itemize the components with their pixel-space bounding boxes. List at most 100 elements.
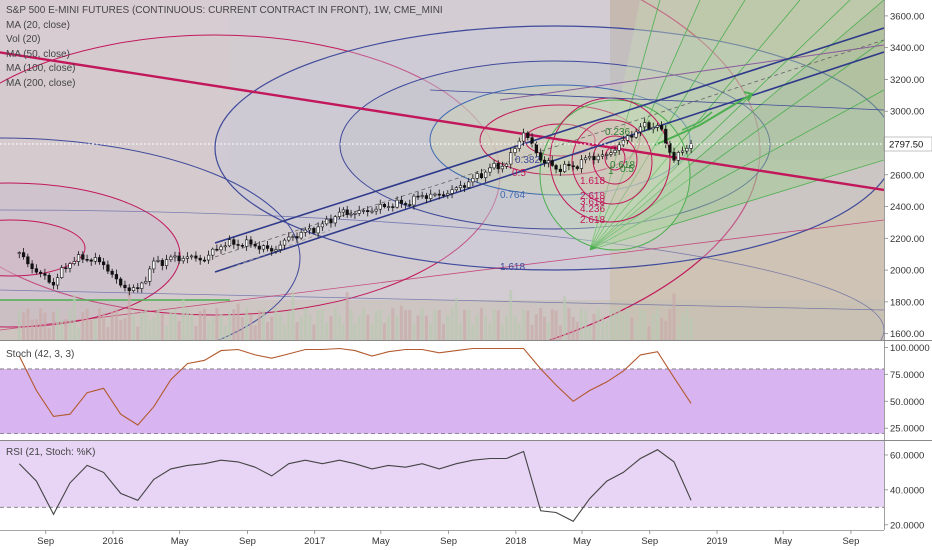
volume-bar: [22, 312, 26, 340]
volume-bar: [450, 308, 454, 340]
candle-body: [517, 140, 521, 149]
candle-body: [617, 144, 621, 151]
time-tick-label: May: [573, 536, 591, 547]
candle-body: [278, 244, 282, 250]
volume-bar: [475, 314, 479, 340]
candle-body: [526, 132, 530, 139]
ma20-legend[interactable]: MA (20, close): [6, 19, 70, 31]
stoch-axis[interactable]: [884, 342, 932, 439]
volume-bar: [97, 308, 101, 340]
candle-body: [169, 256, 173, 260]
volume-bar: [361, 308, 365, 340]
volume-bar: [655, 308, 659, 340]
time-axis-ticks: Sep 2016 May Sep 2017 May Sep 2018 May Sep 2019 May…: [37, 530, 859, 547]
volume-bar: [382, 323, 386, 340]
candle-body: [291, 236, 295, 238]
volume-bar: [550, 309, 554, 340]
volume-bar: [509, 290, 513, 340]
time-axis[interactable]: [0, 530, 932, 550]
time-tick-label: May: [171, 536, 189, 547]
rsi-pane[interactable]: 20.0000 40.0000 60.0000: [0, 438, 932, 532]
rsi-axis[interactable]: [884, 441, 932, 530]
volume-legend[interactable]: Vol (20): [6, 34, 41, 46]
volume-bar: [668, 308, 672, 340]
candle-body: [366, 210, 370, 213]
volume-bar: [173, 308, 177, 340]
candle-body: [521, 132, 526, 142]
stoch-pane[interactable]: 25.0000 50.0000 75.0000 100.0000: [0, 342, 932, 439]
volume-bar: [136, 326, 140, 340]
candle-body: [345, 209, 349, 215]
candle-body: [404, 203, 408, 205]
rsi-tick-label: 20.0000: [890, 520, 924, 531]
fib-level-label: 4.236: [580, 204, 605, 215]
price-axis[interactable]: [884, 0, 932, 340]
candle-body: [325, 218, 329, 225]
volume-bar: [442, 323, 446, 340]
candle-body: [361, 210, 366, 212]
ma200-legend[interactable]: MA (200, close): [6, 77, 76, 89]
fib-level-label: 1.618: [580, 176, 605, 187]
candle-body: [530, 137, 534, 145]
volume-bar: [484, 316, 488, 340]
volume-bar: [387, 315, 391, 340]
main-legend[interactable]: S&P 500 E-MINI FUTURES (CONTINUOUS: CURR…: [6, 4, 443, 92]
price-candles: [17, 118, 693, 296]
candle-body: [424, 195, 429, 199]
candle-body: [81, 254, 85, 260]
volume-bar: [165, 326, 169, 340]
volume-bar: [215, 308, 219, 340]
volume-bar: [194, 325, 198, 340]
candle-body: [144, 281, 148, 284]
candle-body: [265, 245, 270, 249]
volume-bar: [148, 320, 152, 340]
candle-body: [148, 268, 152, 282]
volume-bar: [412, 323, 416, 340]
trend-line: [0, 289, 884, 311]
stoch-tick-label: 75.0000: [890, 370, 924, 381]
candle-body: [60, 267, 64, 278]
volume-bar: [56, 308, 60, 340]
stoch-tick-label: 50.0000: [890, 397, 924, 408]
ma50-legend[interactable]: MA (50, close): [6, 48, 70, 60]
candle-body: [680, 150, 685, 153]
volume-bar: [630, 317, 634, 340]
volume-bar: [169, 311, 173, 340]
candle-body: [232, 239, 236, 245]
candle-body: [219, 246, 223, 251]
volume-bar: [496, 310, 500, 340]
candle-body: [630, 135, 634, 138]
candle-body: [395, 199, 399, 208]
volume-bar: [249, 314, 253, 340]
time-tick-label: Sep: [842, 536, 859, 547]
volume-bar: [274, 308, 278, 340]
candle-body: [605, 154, 609, 156]
candle-body: [316, 226, 320, 234]
volume-bar: [177, 321, 181, 340]
volume-bar: [575, 321, 579, 340]
volume-bar: [261, 309, 265, 340]
stoch-legend[interactable]: Stoch (42, 3, 3): [6, 348, 74, 363]
volume-bar: [488, 322, 492, 340]
rsi-legend[interactable]: RSI (21, Stoch: %K): [6, 446, 95, 461]
price-pane[interactable]: 1.6180.7640.50.3821.6182.6184.2363.6182.…: [0, 0, 932, 450]
volume-bar: [353, 322, 357, 340]
volume-bar: [64, 318, 68, 340]
candle-body: [51, 281, 56, 286]
volume-bar: [39, 308, 43, 340]
volume-bar: [571, 317, 575, 340]
ma100-legend[interactable]: MA (100, close): [6, 63, 76, 75]
volume-bar: [437, 310, 441, 340]
volume-bar: [651, 313, 655, 340]
candle-body: [329, 218, 333, 224]
volume-bar: [349, 309, 353, 340]
candle-body: [136, 287, 140, 289]
volume-bar: [543, 316, 547, 340]
candle-body: [492, 163, 496, 169]
volume-bar: [664, 320, 668, 340]
volume-bar: [395, 315, 399, 340]
candle-body: [672, 152, 676, 161]
time-tick-label: May: [372, 536, 390, 547]
volume-bar: [291, 291, 295, 340]
